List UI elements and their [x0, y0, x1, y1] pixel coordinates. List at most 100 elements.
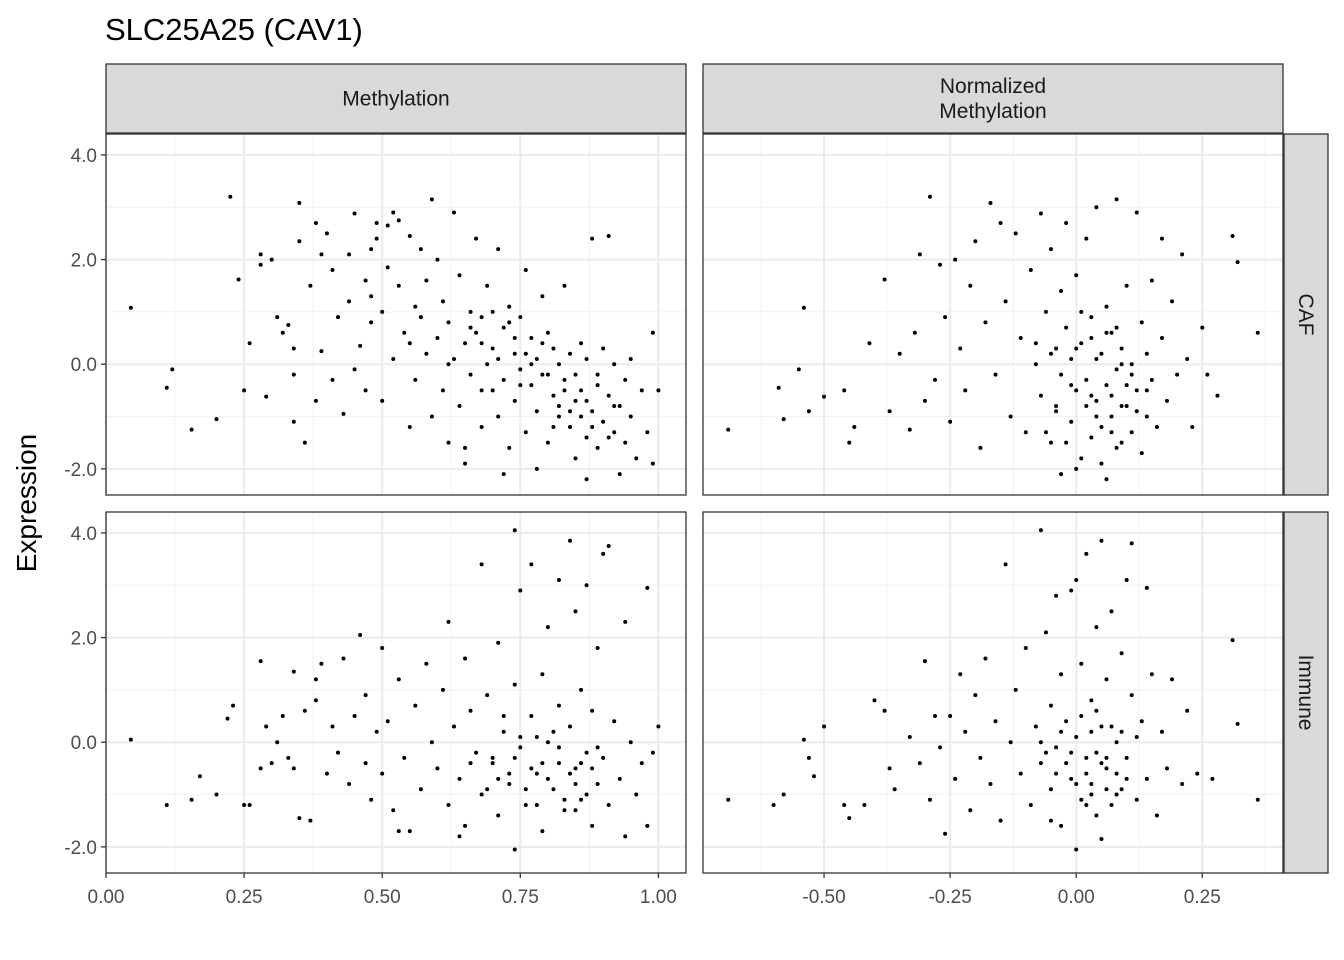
scatter-point [606, 435, 611, 440]
scatter-point [330, 377, 335, 382]
scatter-point [1028, 268, 1033, 273]
scatter-point [988, 201, 993, 206]
scatter-point [523, 351, 528, 356]
y-tick-label: -2.0 [64, 838, 97, 859]
panel-border [105, 133, 687, 496]
scatter-point [396, 677, 401, 682]
scatter-point [1084, 377, 1089, 382]
scatter-point [1089, 698, 1094, 703]
scatter-point [545, 372, 550, 377]
scatter-point [1074, 782, 1079, 787]
scatter-point [1038, 393, 1043, 398]
scatter-point [1089, 729, 1094, 734]
scatter-point [468, 309, 473, 314]
scatter-point [358, 343, 363, 348]
scatter-point [490, 755, 495, 760]
scatter-point [297, 201, 302, 206]
scatter-point [1195, 771, 1200, 776]
scatter-point [590, 708, 595, 713]
scatter-point [463, 341, 468, 346]
scatter-point [612, 719, 617, 724]
scatter-point [413, 377, 418, 382]
scatter-point [573, 782, 578, 787]
scatter-point [1079, 309, 1084, 314]
scatter-point [523, 430, 528, 435]
scatter-point [623, 440, 628, 445]
scatter-point [391, 210, 396, 215]
scatter-point [424, 278, 429, 283]
scatter-point [551, 393, 556, 398]
scatter-point [258, 659, 263, 664]
scatter-point [418, 787, 423, 792]
scatter-point [1185, 356, 1190, 361]
scatter-point [463, 461, 468, 466]
scatter-point [1069, 750, 1074, 755]
scatter-point [1043, 430, 1048, 435]
scatter-point [579, 341, 584, 346]
scatter-point [1190, 424, 1195, 429]
scatter-point [396, 283, 401, 288]
facet-strip-row [1283, 511, 1329, 874]
scatter-point [1170, 677, 1175, 682]
scatter-point [258, 252, 263, 257]
scatter-point [518, 367, 523, 372]
scatter-point [927, 797, 932, 802]
scatter-point [656, 724, 661, 729]
scatter-point [1089, 792, 1094, 797]
scatter-point [573, 456, 578, 461]
scatter-point [369, 294, 374, 299]
scatter-point [645, 585, 650, 590]
scatter-point [1059, 672, 1064, 677]
scatter-point [374, 220, 379, 225]
scatter-point [617, 776, 622, 781]
scatter-point [479, 315, 484, 320]
scatter-point [584, 792, 589, 797]
y-tick-label: 4.0 [71, 146, 97, 167]
scatter-point [584, 583, 589, 588]
scatter-point [1119, 362, 1124, 367]
y-axis-title: Expression [11, 434, 42, 573]
scatter-point [601, 346, 606, 351]
scatter-point [540, 761, 545, 766]
scatter-point [1054, 409, 1059, 414]
scatter-point [872, 698, 877, 703]
scatter-point [573, 372, 578, 377]
scatter-point [468, 761, 473, 766]
scatter-point [606, 234, 611, 239]
scatter-point [1043, 750, 1048, 755]
scatter-point [1054, 771, 1059, 776]
scatter-point [479, 341, 484, 346]
scatter-point [556, 703, 561, 708]
scatter-point [1059, 288, 1064, 293]
scatter-point [1033, 362, 1038, 367]
scatter-point [1084, 236, 1089, 241]
scatter-point [781, 792, 786, 797]
scatter-point [623, 377, 628, 382]
scatter-point [490, 761, 495, 766]
scatter-point [1139, 451, 1144, 456]
scatter-point [1144, 351, 1149, 356]
facet-strip-column-label: Methylation [939, 100, 1046, 123]
scatter-point [1099, 761, 1104, 766]
scatter-point [584, 477, 589, 482]
scatter-point [341, 656, 346, 661]
scatter-point [551, 787, 556, 792]
scatter-point [1134, 734, 1139, 739]
scatter-point [917, 761, 922, 766]
facet-panel [105, 133, 687, 496]
scatter-point [452, 724, 456, 729]
scatter-point [1064, 719, 1069, 724]
scatter-point [269, 761, 274, 766]
scatter-point [485, 283, 490, 288]
scatter-point [568, 724, 572, 729]
scatter-point [435, 257, 440, 262]
scatter-point [1023, 646, 1028, 651]
scatter-point [236, 277, 241, 282]
scatter-point [1165, 766, 1169, 771]
scatter-point [1049, 787, 1053, 792]
scatter-point [479, 388, 484, 393]
scatter-point [726, 797, 731, 802]
scatter-point [573, 398, 578, 403]
scatter-point [617, 472, 622, 477]
scatter-point [1109, 609, 1114, 614]
